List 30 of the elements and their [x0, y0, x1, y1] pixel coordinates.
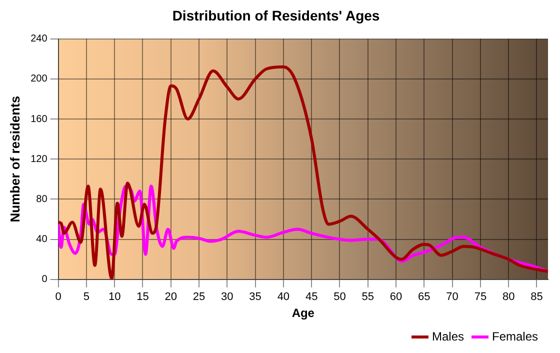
x-tick-label: 40 [277, 291, 290, 304]
chart-title: Distribution of Residents' Ages [172, 7, 380, 24]
y-tick-label: 160 [30, 114, 48, 125]
y-tick-label: 0 [42, 274, 48, 286]
y-tick-label: 80 [36, 194, 48, 205]
y-tick-label: 40 [36, 234, 48, 246]
x-tick-label: 55 [362, 291, 374, 304]
x-tick-label: 70 [446, 291, 458, 304]
x-tick-label: 65 [418, 291, 430, 304]
x-tick-label: 50 [334, 291, 346, 304]
x-tick-label: 20 [164, 291, 177, 304]
x-tick-label: 35 [249, 291, 262, 304]
x-tick-label: 15 [136, 291, 149, 304]
x-tick-label: 10 [108, 291, 121, 304]
y-tick-label: 120 [30, 154, 48, 165]
y-tick-label: 240 [30, 34, 48, 45]
legend-label: Males [432, 329, 464, 344]
x-tick-label: 25 [192, 291, 206, 304]
y-tick-label: 200 [30, 74, 48, 85]
x-axis-title: Age [292, 306, 315, 320]
x-tick-label: 45 [305, 291, 318, 304]
y-axis-title: Number of residents [7, 96, 22, 222]
x-tick-label: 85 [530, 291, 543, 304]
x-tick-label: 5 [83, 291, 90, 304]
x-tick-label: 75 [474, 291, 487, 304]
x-tick-label: 80 [502, 291, 515, 304]
legend-label: Females [492, 329, 538, 344]
x-tick-label: 60 [390, 291, 402, 304]
x-tick-label: 30 [221, 291, 234, 304]
x-tick-label: 0 [55, 291, 62, 304]
